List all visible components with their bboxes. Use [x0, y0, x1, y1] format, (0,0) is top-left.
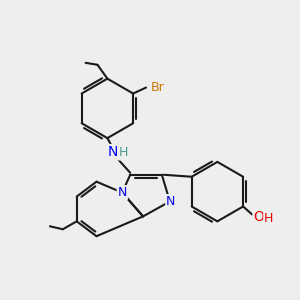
Text: H: H — [264, 212, 274, 225]
Text: N: N — [166, 195, 176, 208]
Text: O: O — [254, 210, 264, 224]
Text: N: N — [107, 145, 118, 159]
Text: N: N — [118, 186, 127, 199]
Text: Br: Br — [151, 81, 165, 94]
Text: H: H — [118, 146, 128, 160]
